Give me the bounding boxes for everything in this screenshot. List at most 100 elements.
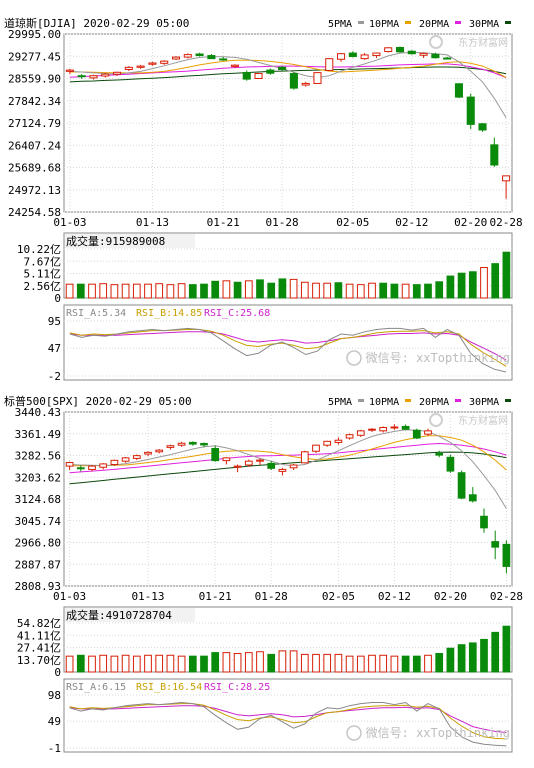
spx-x-tick-label: 02-20 (434, 590, 467, 603)
dji-candle-body (136, 65, 145, 68)
spx-candle-body (188, 441, 197, 445)
dji-volume-bar (491, 263, 500, 299)
spx-candle-body (166, 445, 175, 448)
dji-candle-body (348, 52, 357, 57)
dji-candle-body (242, 72, 251, 80)
dji-volume-bar (166, 284, 175, 299)
dji-candle-body (219, 58, 228, 61)
spx-legend-swatch-ma20 (455, 399, 461, 402)
spx-price-tick-label: 2966.80 (15, 537, 61, 550)
spx-price-tick-label: 3045.74 (15, 515, 62, 528)
dji-volume-bar (424, 283, 432, 299)
spx-volume-bar (480, 638, 488, 673)
dji-price-tick-label: 28559.90 (8, 73, 61, 86)
dji-candle-body (502, 175, 511, 182)
dji-x-tick-label: 02-20 (454, 216, 487, 229)
spx-volume-bar (345, 655, 354, 673)
dji-ma-line-20pma (69, 63, 507, 79)
dji-x-tick-label: 02-28 (490, 216, 523, 229)
spx-volume-bar (289, 650, 298, 673)
spx-volume-bar (256, 651, 264, 673)
dji-volume-bar (177, 283, 186, 299)
dji-candle-body (289, 73, 298, 89)
spx-legend-swatch-ma10 (405, 399, 411, 402)
dji-rsi-label-c: RSI_C:25.68 (204, 308, 270, 319)
spx-candle-body (312, 444, 320, 452)
dji-candle-body (419, 52, 428, 56)
dji-candle-body (443, 57, 452, 60)
dji-candle-body (431, 53, 440, 59)
dji-volume-bar (132, 283, 141, 299)
spx-ma-line-30pma (69, 451, 507, 485)
spx-price-tick-label: 3361.49 (15, 428, 61, 441)
spx-volume-bar (155, 654, 164, 673)
dji-rsi-label-b: RSI_B:14.85 (136, 308, 202, 319)
dji-rsi-line-rsi_a (69, 327, 507, 373)
spx-candle-body (480, 515, 488, 529)
dji-volume-bar (76, 283, 85, 299)
spx-candle-body (200, 443, 208, 446)
dji-volume-bar (110, 284, 119, 299)
dji-volume-tick-label: 2.56亿 (24, 280, 62, 293)
dji-candle-body (183, 54, 192, 58)
dji-volume-label: 成交量:915989008 (66, 234, 165, 248)
spx-rsi-tick-label: 98 (48, 689, 61, 702)
dji-x-tick-label: 01-21 (207, 216, 240, 229)
spx-legend-swatch-ma5 (358, 399, 364, 402)
spx-rsi-label-c: RSI_C:28.25 (204, 682, 270, 693)
dji-legend-ma30: 30PMA (469, 19, 499, 30)
spx-candle-body (244, 460, 253, 466)
spx-candle-body (390, 426, 399, 429)
dji-x-tick-label: 01-13 (136, 216, 169, 229)
dji-candle-body (490, 144, 499, 166)
dji-price-tick-label: 29277.45 (8, 50, 61, 63)
spx-candle-body (435, 452, 444, 456)
spx-volume-bar (368, 654, 376, 673)
spx-volume-tick-label: 54.82亿 (17, 617, 61, 630)
spx-candle-body (233, 465, 242, 468)
spx-volume-bar (121, 654, 130, 673)
dji-volume-bar (356, 284, 365, 299)
dji-volume-bar (222, 280, 231, 299)
spx-volume-bar (222, 652, 231, 673)
spx-candle-body (502, 543, 511, 567)
dji-volume-bar (244, 280, 253, 299)
spx-volume-bar (65, 655, 74, 673)
spx-x-tick-label: 01-03 (53, 590, 86, 603)
dji-volume-tick-label: 0 (54, 292, 61, 305)
dji-candle-body (466, 96, 475, 125)
spx-candle-body (412, 429, 421, 439)
dji-candle-body (160, 60, 169, 64)
dji-rsi-tick-label: 47 (48, 342, 61, 355)
spx-candle-body (278, 468, 287, 472)
spx-rsi-label-b: RSI_B:16.54 (136, 682, 202, 693)
spx-legend-ma5: 5PMA (328, 397, 352, 408)
dji-rsi-line-rsi_c (69, 331, 507, 361)
spx-volume-bar (457, 644, 466, 673)
spx-candle-body (177, 442, 186, 446)
dji-candle-body (278, 66, 287, 71)
spx-volume-bar (300, 653, 309, 673)
dji-volume-bar (267, 282, 276, 299)
spx-volume-bar (144, 654, 152, 673)
dji-price-tick-label: 25689.68 (8, 162, 61, 175)
spx-candle-body (368, 428, 376, 431)
spx-candle-body (356, 430, 365, 436)
dji-volume-bar (278, 278, 287, 299)
dji-volume-bar (188, 284, 197, 299)
spx-ma-line-5pma (69, 429, 507, 509)
spx-volume-tick-label: 27.41亿 (17, 642, 61, 655)
dji-volume-bar (468, 271, 477, 299)
spx-volume-bar (233, 653, 242, 673)
spx-price-tick-label: 3124.68 (15, 493, 61, 506)
dji-candle-body (148, 62, 157, 65)
dji-price-tick-label: 29995.00 (8, 28, 61, 41)
dji-candle-body (207, 55, 216, 60)
spx-wechat-watermark: 微信号: xxTopthinking (366, 726, 510, 740)
dji-candle-body (384, 47, 393, 53)
spx-price-tick-label: 2887.87 (15, 558, 61, 571)
spx-price-tick-label: 3440.43 (15, 406, 61, 419)
spx-volume-label: 成交量:4910728704 (66, 608, 172, 622)
spx-volume-bar (278, 650, 287, 673)
dji-volume-bar (88, 283, 96, 299)
